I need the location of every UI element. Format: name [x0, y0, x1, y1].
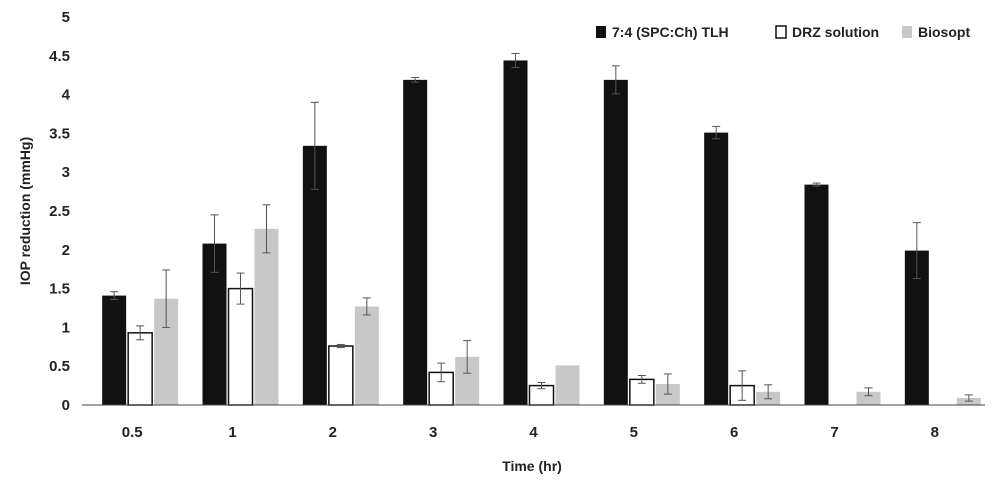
- legend-swatch: [902, 26, 912, 38]
- y-tick-label: 4.5: [49, 48, 70, 65]
- x-tick-label: 2: [329, 424, 337, 441]
- y-tick-label: 3.5: [49, 125, 70, 142]
- y-tick-label: 2.5: [49, 203, 70, 220]
- legend-label: DRZ solution: [792, 24, 879, 40]
- x-tick-label: 5: [630, 424, 638, 441]
- bar-drz-solution: [328, 345, 354, 406]
- bar-7-4-spc-ch-tlh: [102, 295, 127, 405]
- y-tick-label: 0.5: [49, 358, 70, 375]
- bar-biosopt: [555, 365, 580, 405]
- error-bar-group: [110, 52, 973, 402]
- bar-drz-solution: [127, 332, 153, 406]
- bar-7-4-spc-ch-tlh: [804, 184, 829, 405]
- bar-biosopt: [254, 228, 279, 405]
- legend-swatch: [775, 25, 787, 39]
- bar-7-4-spc-ch-tlh: [704, 132, 729, 405]
- x-tick-label: 3: [429, 424, 437, 441]
- legend-label: 7:4 (SPC:Ch) TLH: [612, 24, 729, 40]
- bar-7-4-spc-ch-tlh: [603, 79, 628, 405]
- bar-biosopt: [354, 306, 379, 405]
- y-tick-label: 3: [62, 164, 70, 181]
- x-tick-label: 7: [830, 424, 838, 441]
- y-tick-label: 0: [62, 397, 70, 414]
- y-tick-label: 4: [62, 87, 71, 104]
- y-axis-ticks: 0 0.5 1 1.5 2 2.5 3 3.5 4 4.5 5: [49, 9, 71, 414]
- x-tick-label: 8: [931, 424, 939, 441]
- x-tick-label: 1: [228, 424, 236, 441]
- x-tick-label: 0.5: [122, 424, 143, 441]
- y-axis-title: IOP reduction (mmHg): [17, 137, 33, 285]
- legend: 7:4 (SPC:Ch) TLH DRZ solution Biosopt: [596, 24, 970, 40]
- x-axis-title: Time (hr): [502, 458, 562, 474]
- x-tick-label: 6: [730, 424, 738, 441]
- x-axis-ticks: 0.5 1 2 3 4 5 6 7 8: [122, 424, 939, 441]
- bar-drz-solution: [227, 287, 254, 406]
- bar-7-4-spc-ch-tlh: [503, 60, 528, 406]
- y-tick-label: 5: [62, 9, 70, 26]
- bar-biosopt: [856, 391, 881, 405]
- bar-series-group: [102, 60, 981, 406]
- bar-7-4-spc-ch-tlh: [403, 79, 428, 405]
- y-tick-label: 1.5: [49, 281, 70, 298]
- y-tick-label: 1: [62, 319, 70, 336]
- y-tick-label: 2: [62, 242, 70, 259]
- legend-label: Biosopt: [918, 24, 970, 40]
- x-tick-label: 4: [529, 424, 538, 441]
- legend-swatch: [596, 26, 606, 38]
